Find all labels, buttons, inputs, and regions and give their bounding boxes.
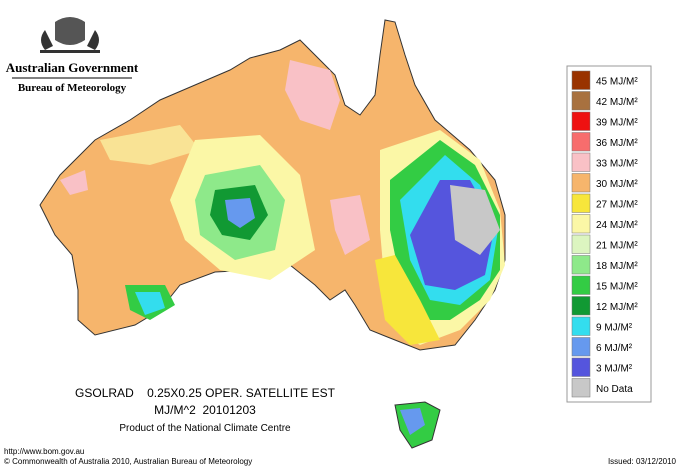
legend-label: 42 MJ/M² — [596, 97, 638, 108]
footer-url: http://www.bom.gov.au — [4, 447, 84, 456]
footer-issued: Issued: 03/12/2010 — [608, 457, 677, 466]
legend-swatch — [571, 337, 591, 357]
legend-swatch — [571, 193, 591, 213]
legend-label: 27 MJ/M² — [596, 199, 638, 210]
legend-label: 21 MJ/M² — [596, 240, 638, 251]
emblem — [40, 17, 100, 53]
legend-label: 9 MJ/M² — [596, 322, 633, 333]
legend-swatch — [571, 70, 591, 90]
legend-label: 6 MJ/M² — [596, 343, 633, 354]
legend-swatch — [571, 275, 591, 295]
caption-line: MJ/M^2 20101203 — [154, 403, 256, 417]
legend-swatch — [571, 255, 591, 275]
legend-label: 36 MJ/M² — [596, 138, 638, 149]
caption-line: Product of the National Climate Centre — [119, 423, 291, 434]
legend-swatch — [571, 132, 591, 152]
legend-swatch — [571, 152, 591, 172]
legend-label: 3 MJ/M² — [596, 363, 633, 374]
legend-swatch — [571, 357, 591, 377]
legend-swatch — [571, 173, 591, 193]
footer-copyright: © Commonwealth of Australia 2010, Austra… — [4, 457, 252, 466]
legend-label: 45 MJ/M² — [596, 76, 638, 87]
legend-label: 33 MJ/M² — [596, 158, 638, 169]
legend-swatch — [571, 316, 591, 336]
legend-swatch — [571, 378, 591, 398]
legend-swatch — [571, 214, 591, 234]
legend-label: 24 MJ/M² — [596, 220, 638, 231]
legend-label: 15 MJ/M² — [596, 281, 638, 292]
legend-swatch — [571, 234, 591, 254]
org-title: Australian Government — [6, 60, 139, 75]
legend-label: 39 MJ/M² — [596, 117, 638, 128]
caption-line: GSOLRAD 0.25X0.25 OPER. SATELLITE EST — [75, 386, 336, 400]
legend-swatch — [571, 296, 591, 316]
legend-label: 12 MJ/M² — [596, 302, 638, 313]
map — [39, 19, 506, 449]
legend-swatch — [571, 111, 591, 131]
legend-label: 30 MJ/M² — [596, 179, 638, 190]
legend-label: 18 MJ/M² — [596, 261, 638, 272]
legend-label: No Data — [596, 384, 633, 395]
legend-swatch — [571, 91, 591, 111]
org-subtitle: Bureau of Meteorology — [18, 82, 127, 94]
legend: 45 MJ/M² 42 MJ/M² 39 MJ/M² 36 MJ/M² 33 MJ/M²… — [571, 70, 638, 398]
